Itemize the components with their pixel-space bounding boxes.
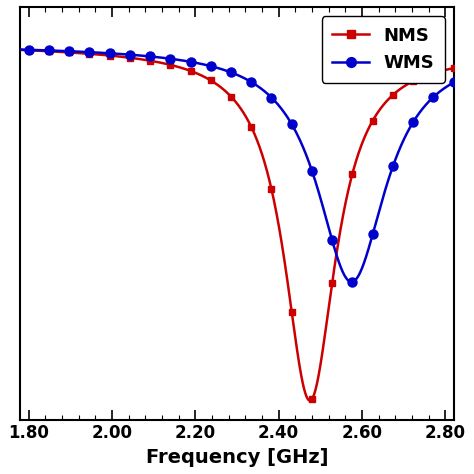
Legend: NMS, WMS: NMS, WMS xyxy=(322,16,445,82)
X-axis label: Frequency [GHz]: Frequency [GHz] xyxy=(146,448,328,467)
